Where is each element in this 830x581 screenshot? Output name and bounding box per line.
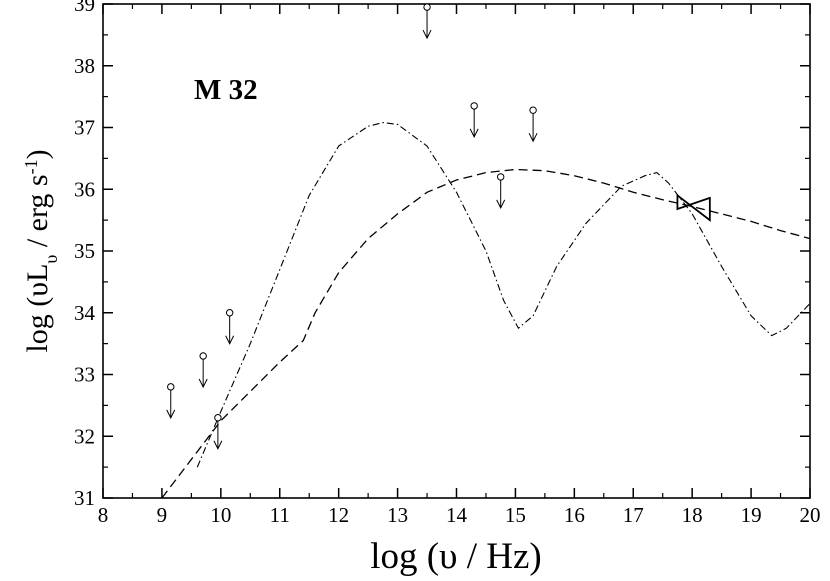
y-axis-title-middle: / erg s [21, 174, 54, 254]
upper-limit-marker [496, 173, 506, 210]
series-line-dash-dot [196, 122, 811, 468]
y-axis-title-superscript: -1 [21, 159, 41, 174]
chart-annotation: M 32 [194, 74, 258, 106]
y-tick-label: 32 [74, 424, 95, 448]
x-tick-label: 14 [446, 503, 468, 527]
x-axis-title: log (υ / Hz) [370, 536, 541, 577]
y-axis-title-subscript: υ [41, 255, 61, 264]
series-line-dashed [161, 168, 811, 499]
x-tick-label: 18 [682, 503, 703, 527]
x-tick-label: 15 [505, 503, 526, 527]
y-tick-label: 39 [74, 0, 95, 16]
axis-ticks: 8 9 10 11 12 13 14 15 16 17 18 19 20 31 32 33 34 35 36 37 38… [74, 0, 821, 527]
bowtie-shape [676, 193, 711, 222]
x-tick-label: 19 [741, 503, 762, 527]
upper-limit-marker [166, 383, 176, 419]
upper-limit-marker [422, 3, 432, 40]
upper-limit-marker [528, 106, 538, 143]
x-tick-label: 10 [210, 503, 231, 527]
y-tick-label: 31 [74, 486, 95, 510]
x-tick-label: 17 [623, 503, 644, 527]
series-layer [161, 122, 811, 499]
y-axis-title: log (υLυ / erg s-1) [21, 149, 61, 352]
upper-limit-marker [469, 102, 479, 139]
y-axis-title-suffix: ) [21, 149, 54, 159]
x-tick-label: 8 [98, 503, 109, 527]
y-axis-title-prefix: log (υL [21, 264, 54, 353]
upper-limits-layer [166, 3, 538, 450]
y-tick-label: 37 [74, 116, 95, 140]
x-tick-label: 12 [328, 503, 349, 527]
x-tick-label: 16 [564, 503, 585, 527]
x-tick-label: 13 [387, 503, 408, 527]
x-tick-label: 9 [157, 503, 168, 527]
y-tick-label: 33 [74, 363, 95, 387]
xray-bowtie [676, 193, 711, 222]
y-axis-title-group: log (υLυ / erg s-1) [21, 149, 61, 352]
upper-limit-marker [198, 352, 208, 389]
y-tick-label: 34 [74, 301, 96, 325]
upper-limit-marker [225, 309, 235, 345]
y-tick-label: 36 [74, 177, 95, 201]
x-tick-label: 11 [270, 503, 290, 527]
upper-limit-marker [213, 414, 223, 450]
x-tick-label: 20 [800, 503, 821, 527]
y-tick-label: 38 [74, 54, 95, 78]
y-tick-label: 35 [74, 239, 95, 263]
